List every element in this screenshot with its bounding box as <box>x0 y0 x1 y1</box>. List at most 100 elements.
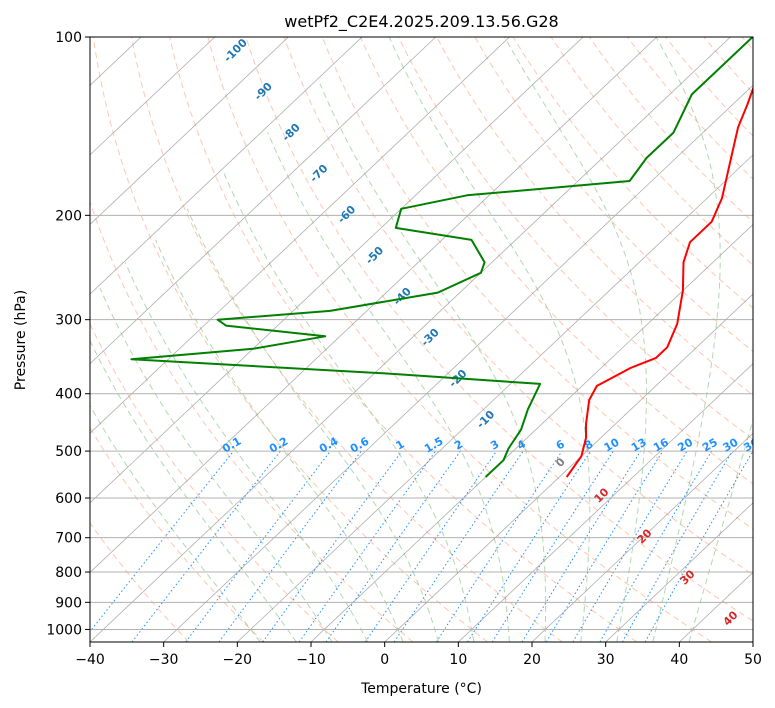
x-tick-label: 0 <box>380 652 389 668</box>
x-axis-ticks: −40 −30 −20 −10 0 10 20 30 40 50 <box>75 642 762 668</box>
dry-adiabat <box>474 37 753 353</box>
isotherm-label: -30 <box>419 326 442 349</box>
x-tick-label: −10 <box>296 652 326 668</box>
y-tick-label: 700 <box>55 531 82 547</box>
isotherm <box>90 37 216 156</box>
y-tick-label: 100 <box>55 30 82 46</box>
mixing-ratio-line <box>621 450 733 642</box>
mixing-ratio-line <box>644 450 753 642</box>
mixing-ratio-line <box>491 450 614 642</box>
isotherm-label: -10 <box>474 408 497 431</box>
x-tick-label: 40 <box>670 652 688 668</box>
mixing-ratio-label: 0.6 <box>348 434 372 455</box>
dry-adiabat <box>321 37 753 530</box>
moist-adiabat <box>652 37 721 642</box>
isotherm <box>531 432 753 642</box>
moist-adiabat <box>223 173 475 642</box>
mixing-ratio-line <box>218 450 362 642</box>
dry-adiabat <box>436 37 753 396</box>
mixing-ratio-label: 20 <box>675 435 695 454</box>
isotherm <box>90 37 731 642</box>
isotherm <box>237 154 753 642</box>
y-tick-label: 500 <box>55 444 82 460</box>
mixing-ratio-label: 16 <box>651 435 671 454</box>
mixing-ratio-line <box>545 450 664 642</box>
dry-adiabat <box>245 37 753 622</box>
y-tick-label: 600 <box>55 491 82 507</box>
isotherm-label: -90 <box>252 80 275 103</box>
moist-adiabat <box>186 208 439 642</box>
moist-adiabat <box>99 287 333 642</box>
dry-adiabat <box>90 200 414 642</box>
isotherm-label: 40 <box>721 608 741 628</box>
mixing-ratio-line <box>262 450 403 642</box>
x-tick-label: −40 <box>75 652 105 668</box>
moist-adiabat <box>90 339 297 642</box>
isotherm <box>752 641 753 642</box>
mixing-ratio-label: 1.5 <box>422 435 445 456</box>
isotherm <box>163 84 753 642</box>
isotherm <box>679 571 753 642</box>
dry-adiabat <box>90 426 264 642</box>
x-tick-label: 20 <box>523 652 541 668</box>
x-tick-label: 50 <box>744 652 762 668</box>
mixing-ratio-line <box>393 450 524 642</box>
isotherm <box>90 37 289 226</box>
moist-adiabat <box>267 132 510 642</box>
dry-adiabat <box>359 37 753 485</box>
y-tick-label: 900 <box>55 595 82 611</box>
isotherm-label: 30 <box>678 567 698 587</box>
moist-adiabat <box>319 83 547 642</box>
isotherm <box>90 37 510 434</box>
dewpoint-line <box>130 37 753 478</box>
mixing-ratio-line <box>298 450 437 642</box>
mixing-ratio-label: 30 <box>721 435 741 454</box>
dry-adiabat <box>398 37 753 440</box>
mixing-ratio-label: 25 <box>700 436 720 455</box>
pressure-grid <box>90 36 753 630</box>
y-tick-label: 400 <box>55 387 82 403</box>
mixing-ratio-label: 0.2 <box>267 435 290 456</box>
mixing-ratio-label: 0.1 <box>220 435 243 456</box>
isotherm <box>90 37 584 504</box>
dry-adiabat <box>90 322 339 642</box>
isotherm <box>0 37 67 642</box>
mixing-ratio-label: 2 <box>452 438 465 453</box>
mixing-ratio-line <box>90 450 234 633</box>
isotherm-label: -100 <box>221 36 250 65</box>
dry-adiabat <box>627 37 753 180</box>
dry-adiabat <box>703 37 753 94</box>
temperature-line <box>565 85 753 478</box>
mixing-ratio-line <box>521 450 642 642</box>
dry-adiabat <box>169 37 638 642</box>
mixing-ratio-label: 3 <box>488 438 501 453</box>
x-tick-label: −30 <box>149 652 179 668</box>
dry-adiabat <box>207 37 712 642</box>
y-tick-label: 800 <box>55 565 82 581</box>
x-tick-label: −20 <box>223 652 253 668</box>
mixing-ratio-label: 36 <box>741 435 761 454</box>
y-axis-ticks: 100 200 300 400 500 600 700 800 900 1000 <box>46 30 90 638</box>
dry-adiabat <box>588 37 753 223</box>
isotherm <box>90 37 363 295</box>
chart-title: wetPf2_C2E4.2025.209.13.56.G28 <box>284 12 558 32</box>
isotherm <box>90 37 437 365</box>
isotherm <box>458 363 753 642</box>
mixing-ratio-label: 10 <box>602 435 622 454</box>
moist-adiabat <box>688 417 753 642</box>
isotherm <box>384 293 753 642</box>
y-tick-label: 300 <box>55 313 82 329</box>
dry-adiabat <box>665 37 753 137</box>
isotherm <box>90 37 658 573</box>
mixing-ratio-line <box>364 450 498 642</box>
moist-adiabat <box>388 37 591 642</box>
y-tick-label: 1000 <box>46 622 82 638</box>
y-axis-title: Pressure (hPa) <box>13 290 29 390</box>
dry-adiabat <box>92 37 488 642</box>
mixing-ratio-label: 6 <box>554 437 567 452</box>
mixing-ratio-line <box>467 450 592 642</box>
isotherm-label: -80 <box>280 121 303 144</box>
mixing-ratio-line <box>435 450 563 642</box>
moist-adiabat <box>90 404 261 642</box>
isotherm-label: 10 <box>592 485 612 505</box>
